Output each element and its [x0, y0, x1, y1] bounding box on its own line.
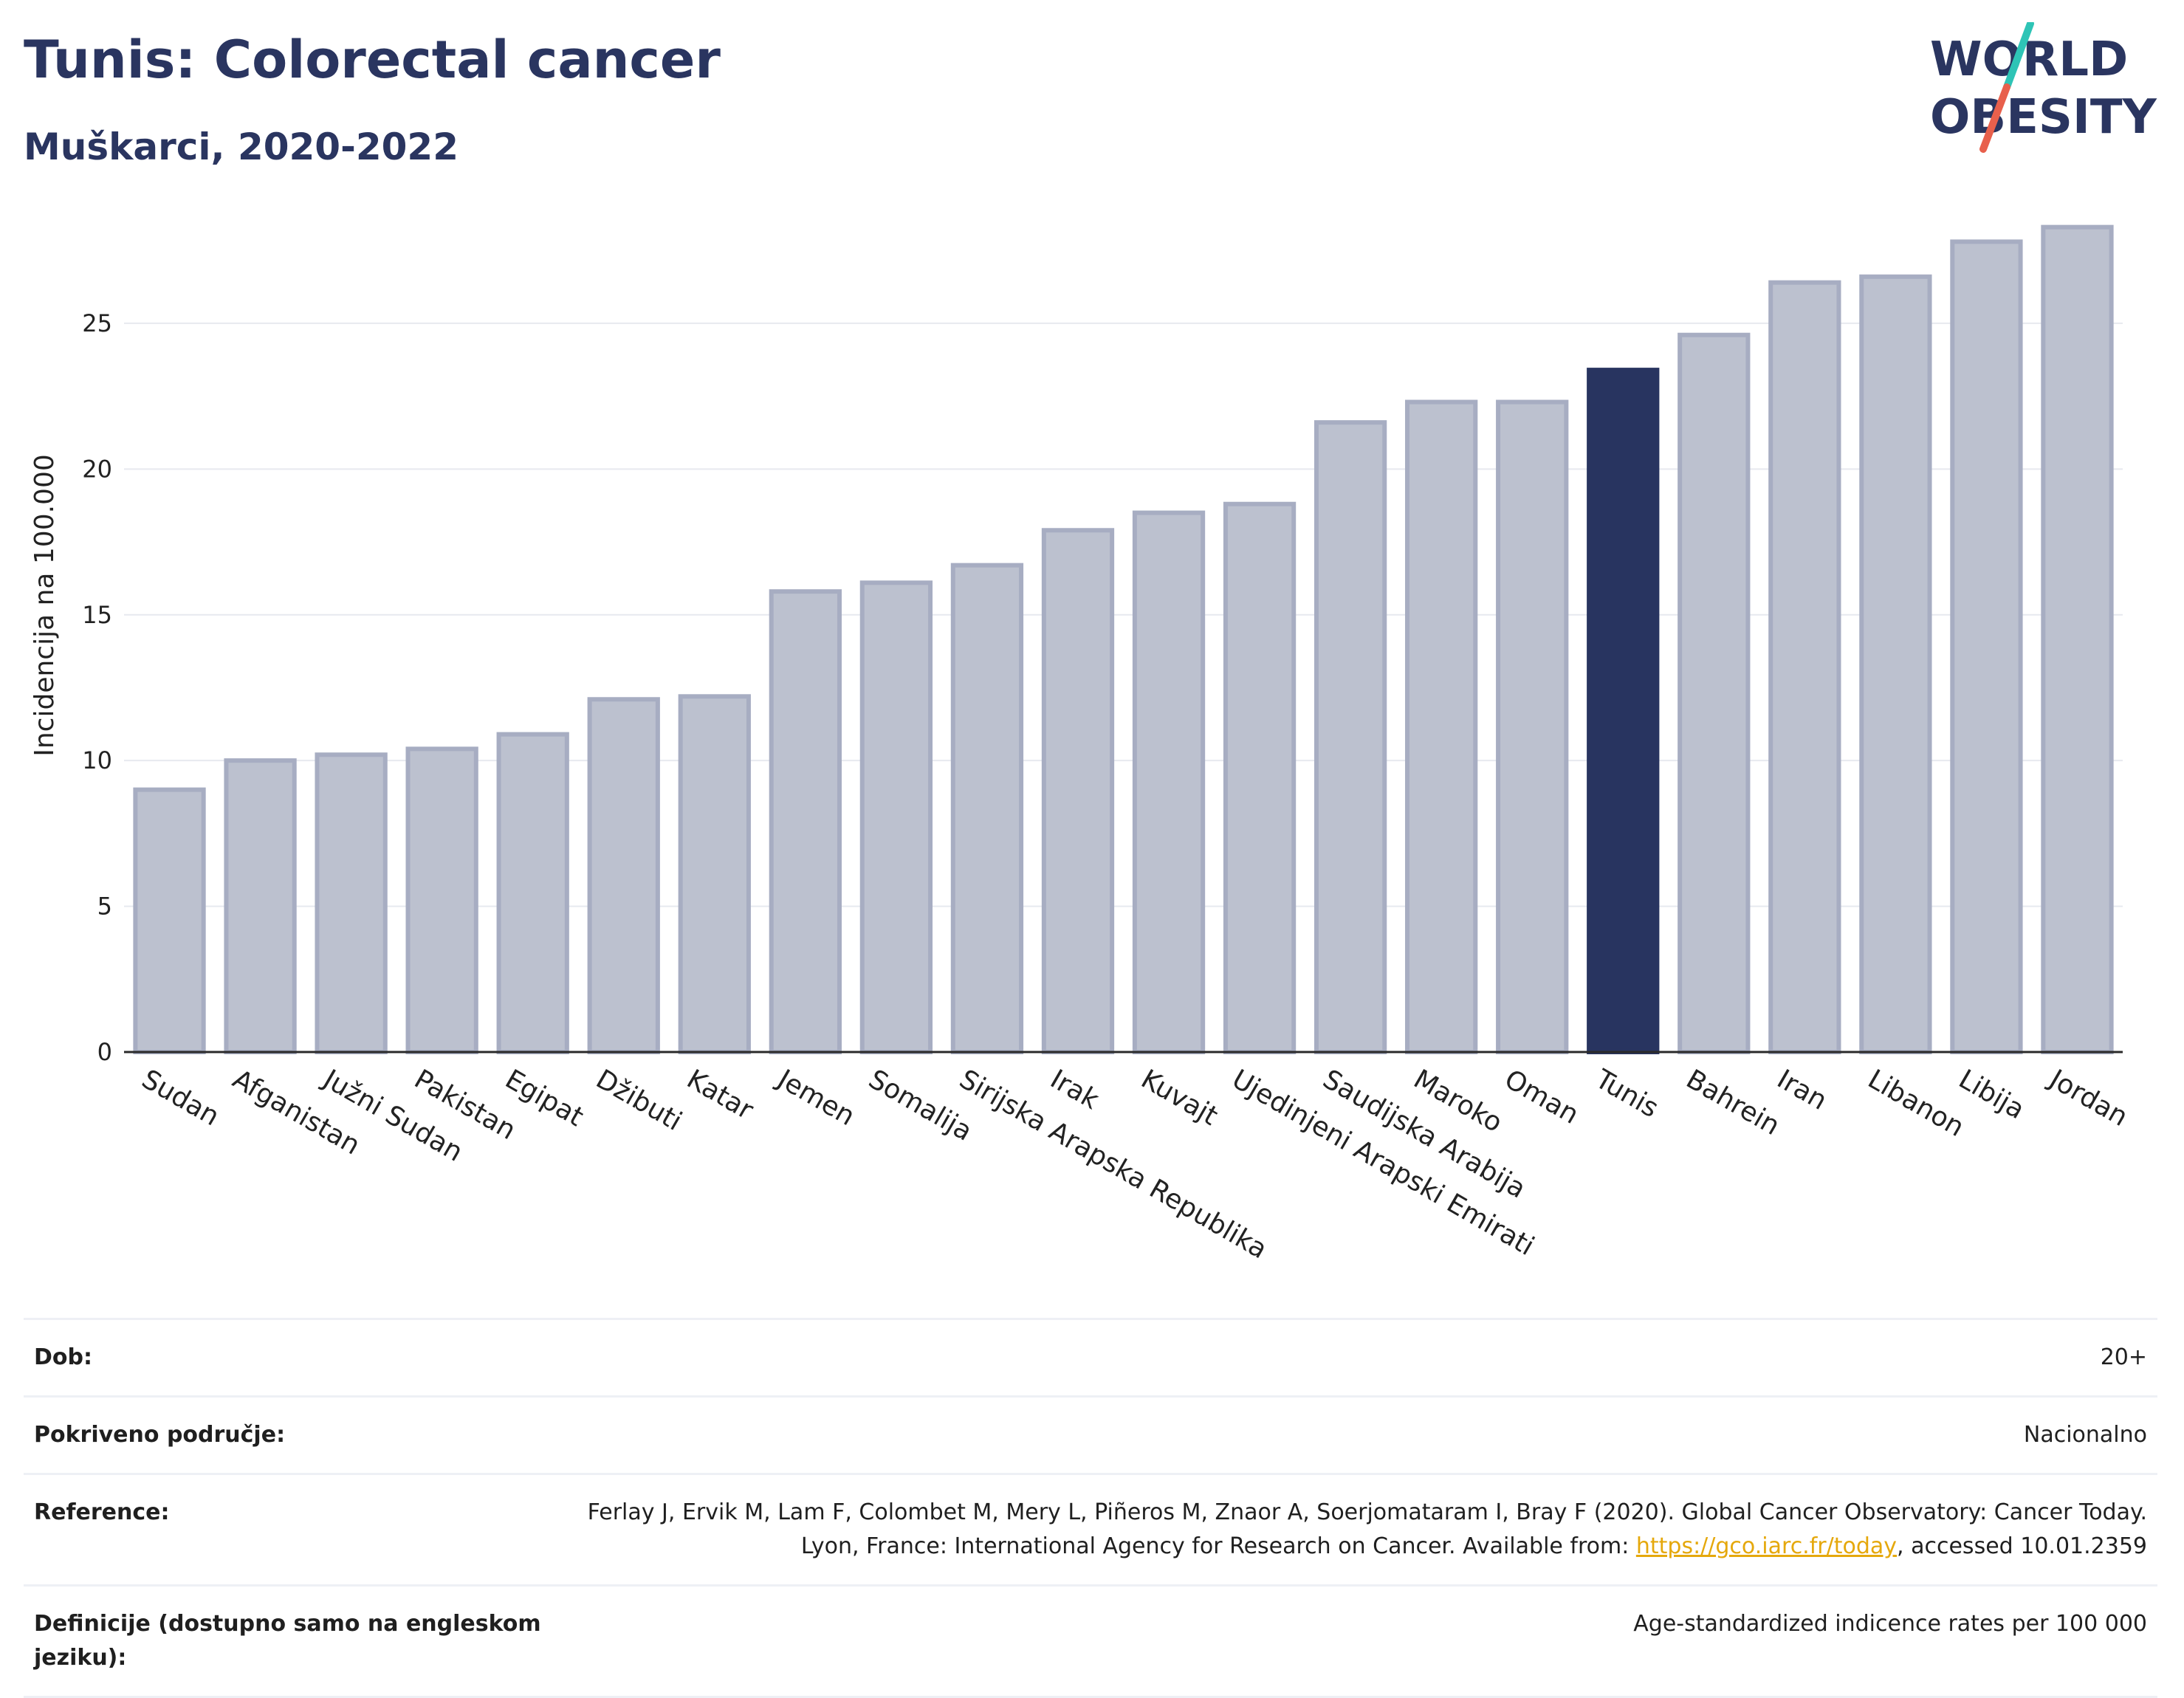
bar — [224, 758, 297, 1054]
info-value: Ferlay J, Ervik M, Lam F, Colombet M, Me… — [576, 1474, 2157, 1586]
x-tick-label: Džibuti — [591, 1064, 687, 1137]
y-tick-label: 0 — [97, 1038, 112, 1066]
bar — [133, 787, 206, 1054]
y-tick-label: 15 — [82, 601, 112, 629]
info-value: Age-standardized indicence rates per 100… — [1633, 1611, 2147, 1637]
bar — [2041, 224, 2114, 1054]
reference-accessed: , accessed 10.01.2359 — [1897, 1533, 2147, 1559]
logo-line2: OBESITY — [1930, 90, 2157, 145]
bar — [1405, 399, 1478, 1054]
bar — [315, 752, 388, 1055]
info-table: Dob: 20+ Pokriveno područje: Nacionalno … — [24, 1318, 2157, 1698]
logo-slash-bottom — [1979, 83, 2010, 153]
y-tick-label: 25 — [82, 309, 112, 337]
x-tick-label: Kuvajt — [1136, 1064, 1223, 1132]
info-key: Dob: — [34, 1344, 92, 1370]
x-tick-label: Sirijska Arapska Republika — [954, 1064, 1271, 1265]
bars-layer — [133, 224, 2114, 1055]
y-tick-label: 20 — [82, 455, 112, 483]
x-tick-label: Sudan — [137, 1064, 224, 1132]
bar — [678, 694, 751, 1055]
bar — [950, 563, 1024, 1054]
info-value: Nacionalno — [2023, 1422, 2147, 1448]
bar — [1859, 274, 1932, 1054]
info-row-coverage: Pokriveno područje: Nacionalno — [24, 1396, 2157, 1474]
info-value: 20+ — [2100, 1344, 2147, 1370]
x-tick-label: Iran — [1772, 1064, 1832, 1116]
bar — [1678, 332, 1751, 1055]
y-tick-label: 10 — [82, 746, 112, 774]
x-tick-label: Somalija — [863, 1064, 977, 1147]
x-tick-label: Libanon — [1863, 1064, 1969, 1143]
bar — [405, 746, 478, 1055]
bar — [1223, 501, 1297, 1054]
bar — [769, 589, 842, 1054]
reference-link[interactable]: https://gco.iarc.fr/today — [1635, 1533, 1898, 1559]
x-tick-label: Tunis — [1590, 1064, 1663, 1124]
x-tick-label: Bahrein — [1681, 1064, 1785, 1141]
bar — [1132, 510, 1206, 1054]
bar — [1041, 528, 1115, 1054]
info-row-age: Dob: 20+ — [24, 1319, 2157, 1397]
axis-layer: 0 5 10 15 20 25 — [82, 309, 2123, 1066]
y-axis-label: Incidencija na 100.000 — [30, 454, 60, 757]
info-row-definitions: Definicije (dostupno samo na engleskom j… — [24, 1585, 2157, 1697]
world-obesity-logo: WORLD OBESITY — [1930, 22, 2157, 153]
page-title: Tunis: Colorectal cancer — [24, 30, 721, 90]
bar — [496, 732, 569, 1054]
x-tick-label: Oman — [1500, 1064, 1584, 1130]
info-key: Pokriveno područje: — [34, 1422, 286, 1448]
bar — [587, 697, 660, 1054]
bar — [1950, 239, 2023, 1055]
info-key: Reference: — [34, 1499, 170, 1525]
bar — [1496, 399, 1569, 1054]
x-tick-label: Irak — [1045, 1064, 1104, 1116]
logo-slash-top — [2003, 22, 2034, 91]
bar — [859, 580, 933, 1054]
bar — [1314, 420, 1387, 1054]
bar — [1768, 280, 1841, 1055]
y-tick-label: 5 — [97, 893, 112, 921]
x-tick-label: Jemen — [772, 1063, 860, 1132]
page-subtitle: Muškarci, 2020-2022 — [24, 126, 459, 168]
bar-highlighted — [1587, 368, 1660, 1054]
logo-line1: WORLD — [1930, 32, 2128, 87]
info-key: Definicije (dostupno samo na engleskom j… — [34, 1611, 541, 1671]
x-tick-label: Katar — [681, 1064, 758, 1126]
reference-text: Ferlay J, Ervik M, Lam F, Colombet M, Me… — [587, 1499, 2147, 1559]
x-tick-label: Jordan — [2043, 1063, 2132, 1132]
info-row-reference: Reference: Ferlay J, Ervik M, Lam F, Col… — [24, 1474, 2157, 1586]
